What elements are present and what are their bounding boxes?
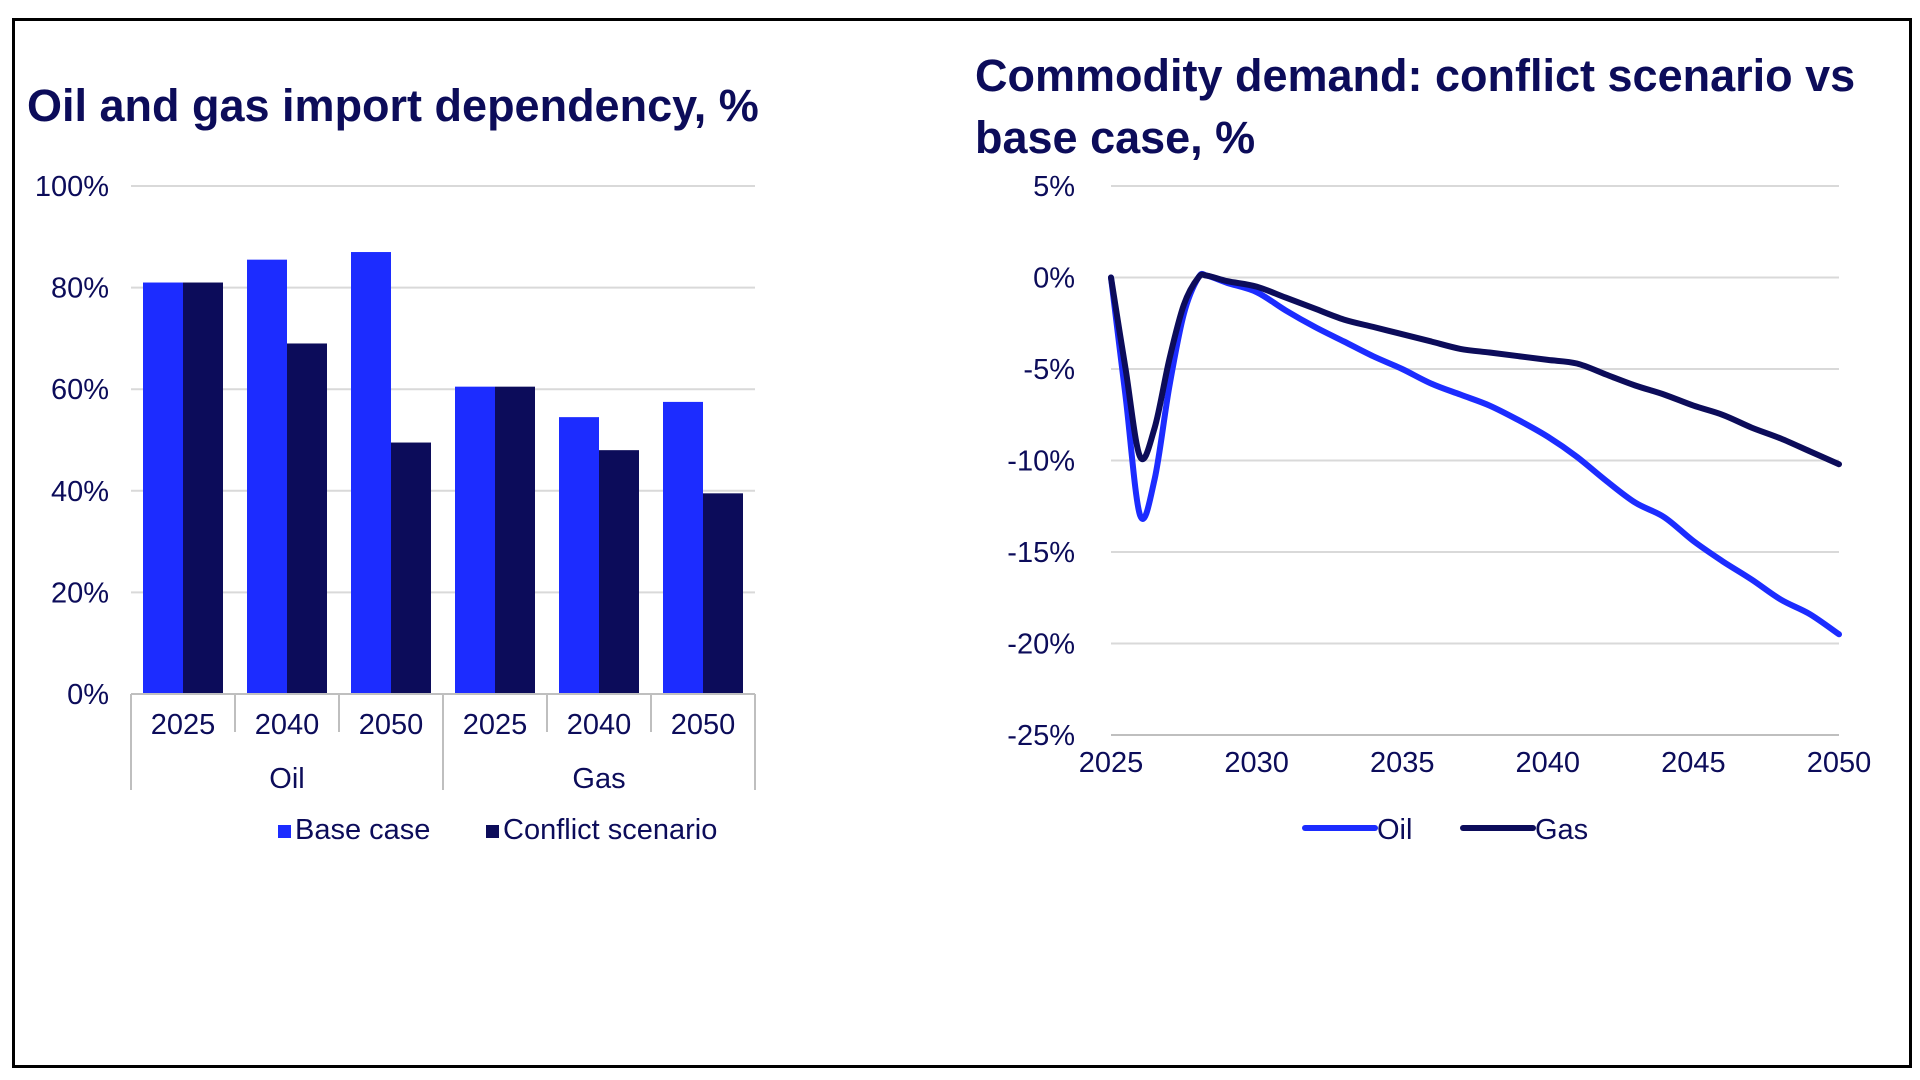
figure-frame: Oil and gas import dependency, % 0% 20% 40… (12, 18, 1912, 1068)
legend-swatch-base-case (278, 825, 291, 838)
line-chart-title-line-2: base case, % (975, 112, 1255, 163)
line-x-tick-label: 2040 (1516, 747, 1581, 779)
bar-chart: Oil and gas import dependency, % 0% 20% 40… (27, 80, 759, 846)
line-y-tick-label: 5% (1033, 171, 1075, 203)
bar-group-label: Oil (269, 763, 304, 795)
bar-x-tick-label: 2050 (671, 709, 736, 741)
bar-chart-x-axis: 2025 2040 2050 2025 2040 2050 Oil Gas (130, 693, 756, 795)
bar-x-tick-label: 2040 (255, 709, 320, 741)
bar-y-tick-label: 100% (35, 171, 109, 203)
bar-base-case-gas-2040 (559, 417, 599, 694)
bar-conflict-scenario-oil-2040 (287, 343, 327, 694)
legend-label-gas: Gas (1535, 814, 1588, 846)
bar-base-case-oil-2050 (351, 252, 391, 695)
bar-x-tick-label: 2050 (359, 709, 424, 741)
bar-group-label: Gas (572, 763, 625, 795)
bar-y-tick-label: 20% (51, 577, 109, 609)
line-y-tick-label: -15% (1007, 537, 1075, 569)
line-x-tick-label: 2050 (1807, 747, 1872, 779)
bar-y-tick-label: 0% (67, 679, 109, 711)
legend-label-oil: Oil (1377, 814, 1412, 846)
line-series-oil (1108, 270, 1842, 638)
line-chart-y-axis: 5% 0% -5% -10% -15% -20% -25% (1007, 171, 1075, 752)
line-x-tick-label: 2030 (1224, 747, 1289, 779)
bar-conflict-scenario-gas-2025 (495, 386, 535, 694)
line-x-tick-label: 2035 (1370, 747, 1435, 779)
bar-chart-y-axis: 0% 20% 40% 60% 80% 100% (35, 171, 109, 711)
bar-conflict-scenario-oil-2050 (391, 442, 431, 694)
line-y-tick-label: -10% (1007, 446, 1075, 478)
bar-y-tick-label: 80% (51, 273, 109, 305)
line-series-gas (1108, 271, 1842, 468)
line-chart-series (1108, 270, 1842, 638)
bar-base-case-gas-2025 (455, 386, 495, 694)
line-chart-legend: Oil Gas (1302, 814, 1588, 846)
line-y-tick-label: 0% (1033, 263, 1075, 295)
legend-label-base-case: Base case (295, 814, 430, 846)
bar-conflict-scenario-gas-2050 (703, 493, 743, 694)
bar-chart-bars (143, 252, 743, 695)
bar-x-tick-label: 2040 (567, 709, 632, 741)
bar-y-tick-label: 40% (51, 476, 109, 508)
bar-base-case-oil-2040 (247, 259, 287, 694)
bar-base-case-gas-2050 (663, 401, 703, 694)
line-chart-title-line-1: Commodity demand: conflict scenario vs (975, 50, 1855, 101)
bar-conflict-scenario-gas-2040 (599, 450, 639, 694)
line-x-tick-label: 2025 (1079, 747, 1144, 779)
line-y-tick-label: -20% (1007, 629, 1075, 661)
line-y-tick-label: -25% (1007, 720, 1075, 752)
bar-x-tick-label: 2025 (151, 709, 216, 741)
bar-chart-title: Oil and gas import dependency, % (27, 80, 759, 131)
bar-chart-legend: Base case Conflict scenario (278, 814, 717, 846)
bar-x-tick-label: 2025 (463, 709, 528, 741)
line-y-tick-label: -5% (1023, 354, 1075, 386)
bar-y-tick-label: 60% (51, 374, 109, 406)
legend-label-conflict-scenario: Conflict scenario (503, 814, 717, 846)
bar-conflict-scenario-oil-2025 (183, 282, 223, 694)
bar-chart-gridlines (131, 185, 755, 594)
charts-canvas: Oil and gas import dependency, % 0% 20% 40… (27, 50, 1871, 846)
line-chart-x-axis: 2025 2030 2035 2040 2045 2050 (1079, 747, 1872, 779)
legend-swatch-conflict-scenario (486, 825, 499, 838)
bar-base-case-oil-2025 (143, 282, 183, 694)
line-chart-gridlines (1111, 185, 1839, 736)
line-x-tick-label: 2045 (1661, 747, 1726, 779)
line-chart: Commodity demand: conflict scenario vs b… (975, 50, 1871, 846)
